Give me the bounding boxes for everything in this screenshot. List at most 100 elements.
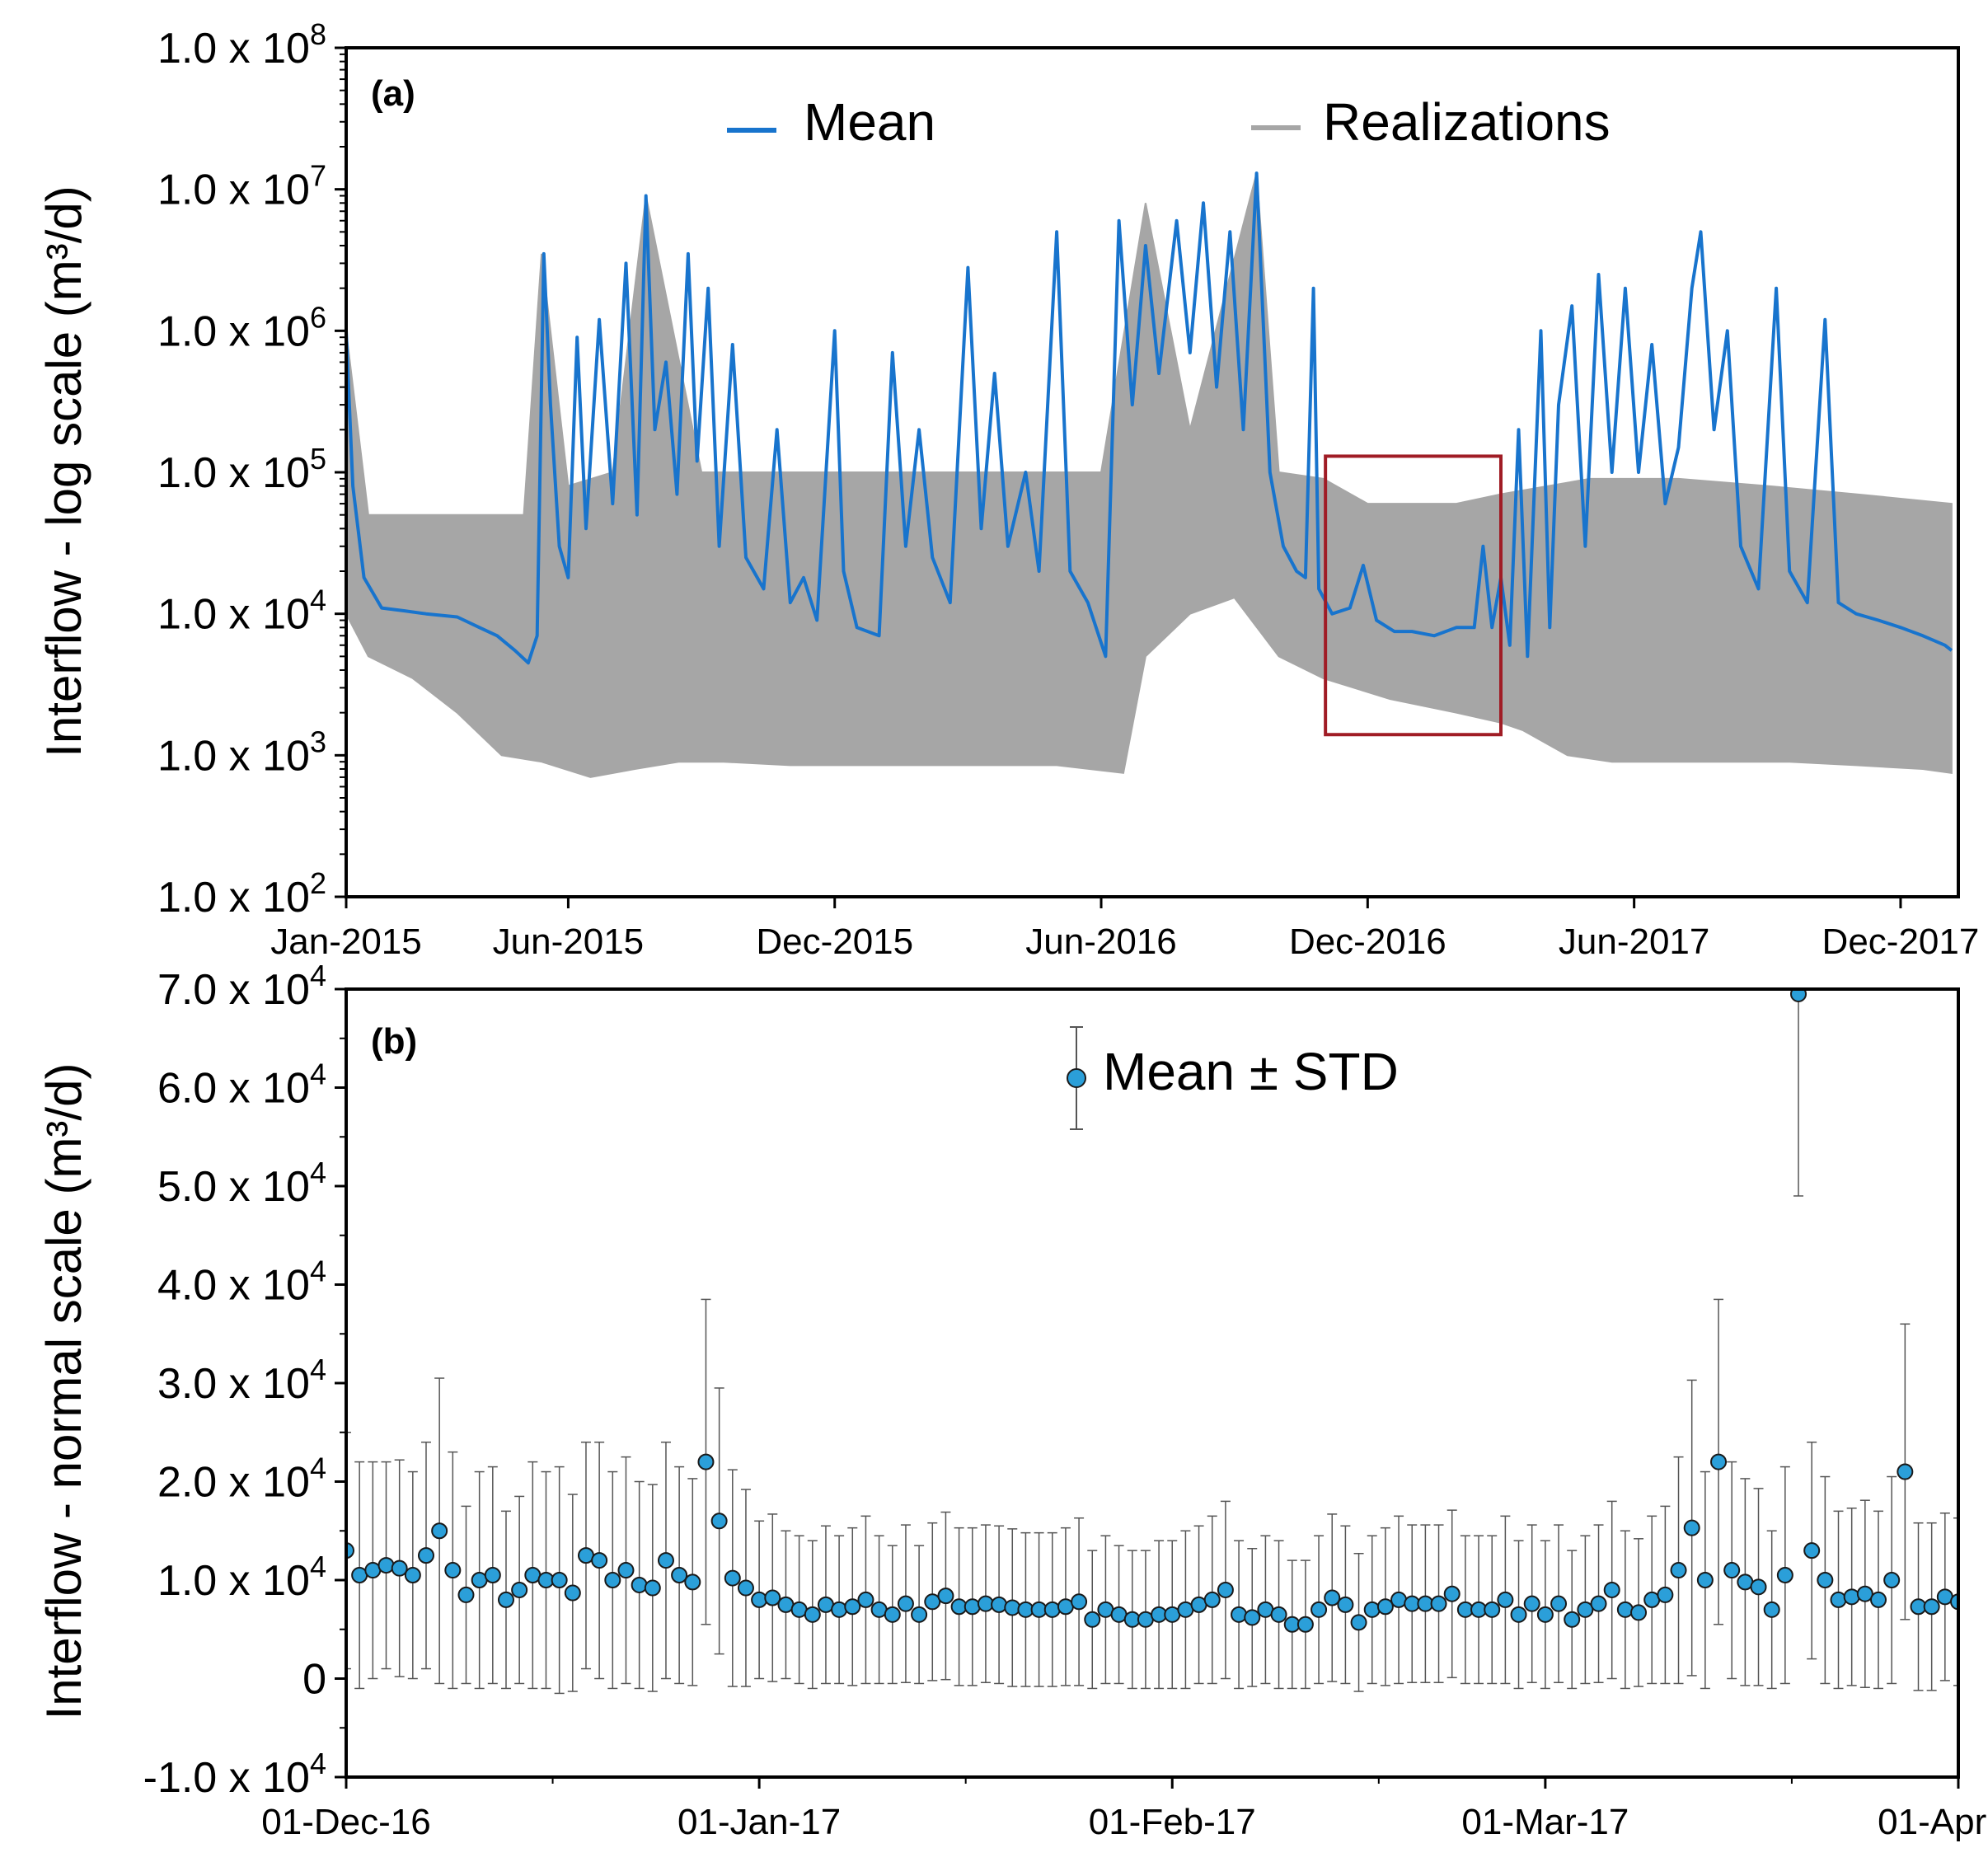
mean-point: [431, 1522, 448, 1540]
mean-point: [1723, 1562, 1741, 1579]
mean-point: [1536, 1606, 1554, 1623]
panel-a-y-axis: 1.0 x 102 1.0 x 103 1.0 x 104 1.0 x 105 1.0 …: [157, 17, 346, 922]
mean-point: [1964, 1568, 1979, 1583]
mean-point: [1883, 1572, 1901, 1588]
mean-point: [1616, 1601, 1634, 1618]
mean-point: [1590, 1595, 1607, 1612]
x-tick-label: 01-Apr-17: [1878, 1802, 1988, 1842]
mean-point: [1004, 1599, 1021, 1616]
mean-point: [1203, 1591, 1221, 1608]
mean-point: [1296, 1616, 1314, 1633]
mean-point: [1923, 1598, 1940, 1616]
mean-point: [1897, 1463, 1914, 1480]
mean-point: [737, 1579, 754, 1597]
mean-point: [671, 1567, 688, 1584]
y-tick-label: 1.0 x 104: [157, 1550, 326, 1605]
panel-b-label: (b): [371, 1021, 417, 1062]
mean-point: [1856, 1585, 1873, 1602]
highlight-box: [1324, 454, 1503, 737]
y-tick-label: 1.0 x 102: [157, 866, 326, 922]
mean-point: [1350, 1614, 1367, 1631]
mean-point: [457, 1586, 475, 1603]
panel-b-frame: [345, 987, 1960, 1779]
mean-point: [1217, 1581, 1234, 1598]
mean-point: [1603, 1581, 1620, 1598]
mean-point: [1670, 1562, 1687, 1579]
mean-point: [1830, 1591, 1847, 1608]
y-tick-label: 7.0 x 104: [157, 959, 326, 1014]
mean-point: [1231, 1606, 1248, 1623]
mean-point: [724, 1569, 741, 1587]
mean-point: [1084, 1611, 1101, 1628]
mean-point: [697, 1453, 715, 1470]
mean-point: [844, 1598, 861, 1616]
y-tick-label: 5.0 x 104: [157, 1156, 326, 1211]
x-tick-label: Dec-2016: [1289, 922, 1446, 962]
mean-point: [591, 1552, 608, 1569]
mean-point: [1310, 1601, 1328, 1618]
legend-mean-std-label: Mean ± STD: [1103, 1042, 1399, 1101]
mean-point: [644, 1579, 661, 1597]
panel-a: 1.0 x 102 1.0 x 103 1.0 x 104 1.0 x 105 1.0 …: [36, 17, 1979, 962]
mean-point: [1776, 1567, 1793, 1584]
mean-point: [991, 1596, 1008, 1613]
panel-a-x-axis: Jan-2015 Jun-2015 Dec-2015 Jun-2016 Dec-2016…: [270, 897, 1979, 962]
legend-mean-label: Mean: [804, 92, 935, 152]
mean-point: [564, 1584, 581, 1602]
panel-b-y-axis-title: Interflow - normal scale (m³/d): [36, 1063, 91, 1720]
x-tick-label: Jun-2017: [1559, 922, 1709, 962]
x-tick-label: 01-Mar-17: [1461, 1802, 1629, 1842]
mean-point: [1683, 1519, 1700, 1536]
mean-point: [1803, 1542, 1821, 1559]
y-tick-label: 0: [302, 1656, 326, 1704]
mean-point: [1817, 1572, 1834, 1588]
mean-point: [1071, 1593, 1088, 1611]
panel-b-legend: Mean ± STD: [1067, 1026, 1399, 1130]
mean-point: [1324, 1589, 1341, 1606]
mean-point: [1043, 1601, 1061, 1618]
mean-point: [1244, 1609, 1261, 1626]
mean-point: [804, 1606, 821, 1623]
mean-point: [604, 1572, 621, 1588]
y-tick-label: 1.0 x 105: [157, 442, 326, 497]
mean-point: [444, 1562, 462, 1579]
mean-point: [831, 1601, 848, 1618]
mean-point: [657, 1552, 674, 1569]
mean-point: [1497, 1591, 1514, 1608]
mean-point: [1977, 1583, 1988, 1597]
x-tick-label: Jan-2015: [270, 922, 421, 962]
y-tick-label: 4.0 x 104: [157, 1255, 326, 1310]
mean-point: [377, 1557, 395, 1574]
panel-a-legend: Mean Realizations: [727, 92, 1611, 152]
mean-point: [1510, 1606, 1527, 1623]
panel-b-y-axis: -1.0 x 104 0 1.0 x 104 2.0 x 104 3.0 x 104 4.…: [143, 959, 346, 1802]
mean-point: [937, 1588, 954, 1605]
panel-a-plot-area: [346, 171, 1953, 778]
panel-a-y-axis-title: Interflow - log scale (m³/d): [36, 185, 91, 757]
mean-line: [346, 171, 1953, 665]
y-tick-label: 1.0 x 104: [157, 584, 326, 639]
mean-point: [631, 1576, 648, 1593]
x-tick-label: Jun-2016: [1025, 922, 1176, 962]
y-tick-label: 1.0 x 108: [157, 17, 326, 73]
mean-point: [1523, 1595, 1540, 1612]
mean-point: [346, 1542, 354, 1559]
legend-realizations-label: Realizations: [1323, 92, 1611, 152]
mean-point: [1843, 1588, 1860, 1606]
mean-point: [484, 1567, 501, 1584]
mean-point: [1870, 1591, 1887, 1608]
mean-point: [511, 1581, 528, 1598]
mean-point: [857, 1591, 874, 1608]
panel-b-plot-area: [346, 989, 1988, 1695]
y-tick-label: 1.0 x 107: [157, 159, 326, 214]
mean-point: [417, 1547, 434, 1564]
mean-point: [404, 1567, 421, 1584]
mean-point: [1577, 1601, 1594, 1618]
mean-point: [1430, 1595, 1447, 1612]
x-tick-label: Jun-2015: [493, 922, 644, 962]
x-tick-label: 01-Dec-16: [261, 1802, 430, 1842]
mean-point: [684, 1573, 701, 1591]
mean-point: [1550, 1595, 1568, 1612]
mean-point: [884, 1606, 901, 1623]
